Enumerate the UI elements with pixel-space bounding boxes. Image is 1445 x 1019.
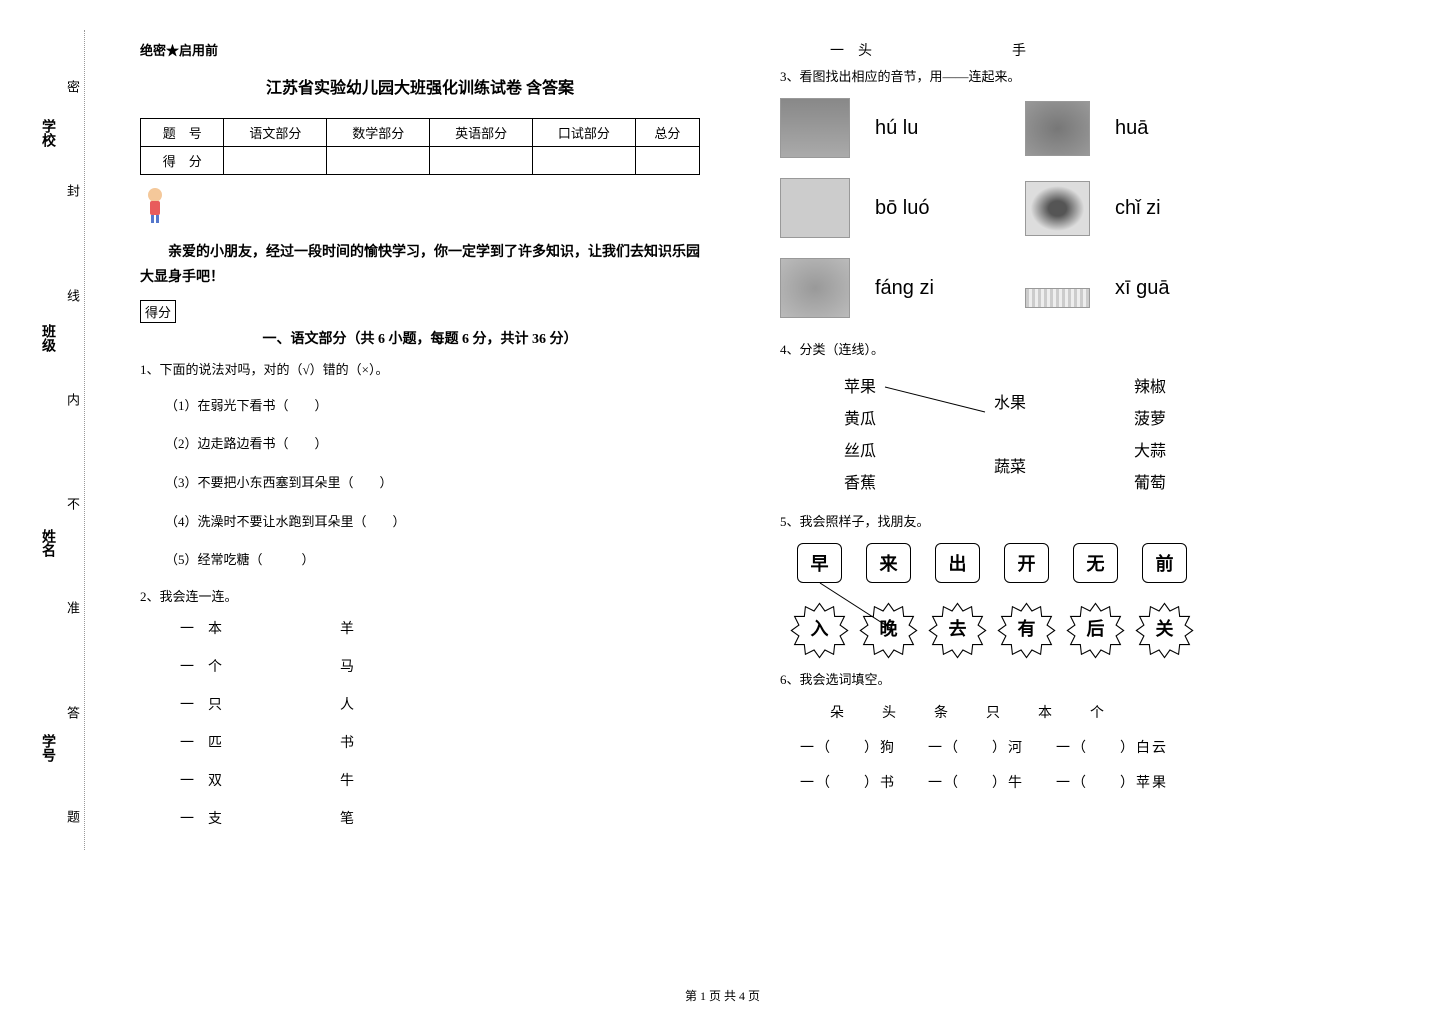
- q4-prompt: 4、分类（连线）。: [780, 338, 1340, 361]
- sidebar-label-class: 班级: [37, 324, 57, 352]
- q2-right-4: 书: [340, 732, 440, 752]
- q1-prompt: 1、下面的说法对吗，对的（√）错的（×）。: [140, 358, 700, 381]
- q2-left-2: 一 个: [180, 656, 340, 676]
- pinyin-row-1: hú lu huā: [780, 98, 1340, 158]
- q2-right-2: 马: [340, 656, 440, 676]
- table-row: 得 分: [141, 147, 700, 175]
- house-img: [780, 178, 850, 238]
- q6-prompt: 6、我会选词填空。: [780, 668, 1340, 691]
- q2-left-6: 一 支: [180, 808, 340, 828]
- q4-c2-1: 水果: [994, 388, 1026, 420]
- q2-extra-1: 一 头: [830, 40, 872, 60]
- q2-left-5: 一 双: [180, 770, 340, 790]
- q5-top-6: 前: [1142, 543, 1187, 583]
- th-total: 总分: [635, 119, 699, 147]
- q3-prompt: 3、看图找出相应的音节，用——连起来。: [780, 65, 1340, 88]
- section1-title: 一、语文部分（共 6 小题，每题 6 分，共计 36 分）: [140, 328, 700, 348]
- q1-item-5: （5）经常吃糖（ ）: [165, 546, 700, 575]
- q2-left-4: 一 匹: [180, 732, 340, 752]
- q2-prompt: 2、我会连一连。: [140, 585, 700, 608]
- q2-right-6: 笔: [340, 808, 440, 828]
- sidebar-label-school: 学校: [37, 119, 57, 147]
- q6-line2: 一（ ）书 一（ ）牛 一（ ）苹果: [800, 772, 1340, 792]
- q5-prompt: 5、我会照样子，找朋友。: [780, 510, 1340, 533]
- pinyin-chizi: chǐ zi: [1115, 197, 1235, 220]
- th-english: 英语部分: [430, 119, 533, 147]
- gourd-img: [780, 258, 850, 318]
- intro-text: 亲爱的小朋友，经过一段时间的愉快学习，你一定学到了许多知识，让我们去知识乐园大显…: [140, 240, 700, 290]
- q5-top-2: 来: [866, 543, 911, 583]
- sidebar-label-id: 学号: [37, 734, 57, 762]
- pinyin-boluo: bō luó: [875, 197, 995, 220]
- q5-top-3: 出: [935, 543, 980, 583]
- q5-top-1: 早: [797, 543, 842, 583]
- q4-category: 苹果 黄瓜 丝瓜 香蕉 水果 蔬菜 辣椒 菠萝 大蒜 葡萄: [800, 372, 1340, 500]
- flower-img: [1025, 181, 1090, 236]
- q1-item-2: （2）边走路边看书（ ）: [165, 430, 700, 459]
- child-icon: [140, 185, 170, 225]
- q4-c3-4: 葡萄: [1134, 468, 1166, 500]
- exam-title: 江苏省实验幼儿园大班强化训练试卷 含答案: [140, 74, 700, 98]
- score-badge: 得分: [140, 300, 176, 323]
- q5-bot-5: 后: [1073, 608, 1118, 648]
- q4-c1-1: 苹果: [844, 372, 876, 404]
- pinyin-row-2: bō luó chǐ zi: [780, 178, 1340, 238]
- q4-c2-2: 蔬菜: [994, 452, 1026, 484]
- th-num: 题 号: [141, 119, 224, 147]
- pinyin-fangzi: fáng zi: [875, 277, 995, 300]
- q4-c1-2: 黄瓜: [844, 404, 876, 436]
- q5-bottom-row: 入 晚 去 有 后 关: [785, 608, 1340, 648]
- q2-left-3: 一 只: [180, 694, 340, 714]
- score-table: 题 号 语文部分 数学部分 英语部分 口试部分 总分 得 分: [140, 118, 700, 175]
- q1-item-3: （3）不要把小东西塞到耳朵里（ ）: [165, 469, 700, 498]
- th-chinese: 语文部分: [224, 119, 327, 147]
- q2-left-1: 一 本: [180, 618, 340, 638]
- q5-bot-1: 入: [797, 608, 842, 648]
- q2-extra-row: 一 头 手: [830, 40, 1340, 60]
- q5-top-4: 开: [1004, 543, 1049, 583]
- page-content: 绝密★启用前 江苏省实验幼儿园大班强化训练试卷 含答案 题 号 语文部分 数学部…: [100, 20, 1380, 866]
- q2-right-5: 牛: [340, 770, 440, 790]
- q5-bot-6: 关: [1142, 608, 1187, 648]
- sidebar-label-name: 姓名: [37, 529, 57, 557]
- right-column: 一 头 手 3、看图找出相应的音节，用——连起来。 hú lu huā bō l…: [740, 20, 1380, 866]
- pinyin-xigua: xī guā: [1115, 277, 1235, 300]
- pinyin-hulu: hú lu: [875, 117, 995, 140]
- q5-bot-4: 有: [1004, 608, 1049, 648]
- pineapple-img: [780, 98, 850, 158]
- table-row: 题 号 语文部分 数学部分 英语部分 口试部分 总分: [141, 119, 700, 147]
- left-column: 绝密★启用前 江苏省实验幼儿园大班强化训练试卷 含答案 题 号 语文部分 数学部…: [100, 20, 740, 866]
- q4-c1-3: 丝瓜: [844, 436, 876, 468]
- q6-words: 朵 头 条 只 本 个: [830, 702, 1340, 722]
- th-math: 数学部分: [327, 119, 430, 147]
- pinyin-row-3: fáng zi xī guā: [780, 258, 1340, 318]
- watermelon-img: [1025, 101, 1090, 156]
- q4-c3-3: 大蒜: [1134, 436, 1166, 468]
- q6-line1: 一（ ）狗 一（ ）河 一（ ）白云: [800, 737, 1340, 757]
- q4-c3-2: 菠萝: [1134, 404, 1166, 436]
- pinyin-hua: huā: [1115, 117, 1235, 140]
- q4-c3-1: 辣椒: [1134, 372, 1166, 404]
- ruler-img: [1025, 288, 1090, 308]
- q1-item-4: （4）洗澡时不要让水跑到耳朵里（ ）: [165, 508, 700, 537]
- th-oral: 口试部分: [533, 119, 636, 147]
- binding-sidebar: 学校 班级 姓名 学号 密 封 线 内 不 准 答 题: [55, 30, 85, 850]
- sidebar-dotted-text: 密 封 线 内 不 准 答 题: [63, 30, 82, 850]
- q2-extra-2: 手: [1012, 40, 1026, 60]
- q1-item-1: （1）在弱光下看书（ ）: [165, 392, 700, 421]
- page-footer: 第 1 页 共 4 页: [0, 987, 1445, 1004]
- q5-bot-2: 晚: [866, 608, 911, 648]
- q4-c1-4: 香蕉: [844, 468, 876, 500]
- q5-bot-3: 去: [935, 608, 980, 648]
- q5-top-5: 无: [1073, 543, 1118, 583]
- q2-right-1: 羊: [340, 618, 440, 638]
- q5-top-row: 早 来 出 开 无 前: [785, 543, 1340, 583]
- td-score-label: 得 分: [141, 147, 224, 175]
- confidential-label: 绝密★启用前: [140, 40, 700, 59]
- q2-right-3: 人: [340, 694, 440, 714]
